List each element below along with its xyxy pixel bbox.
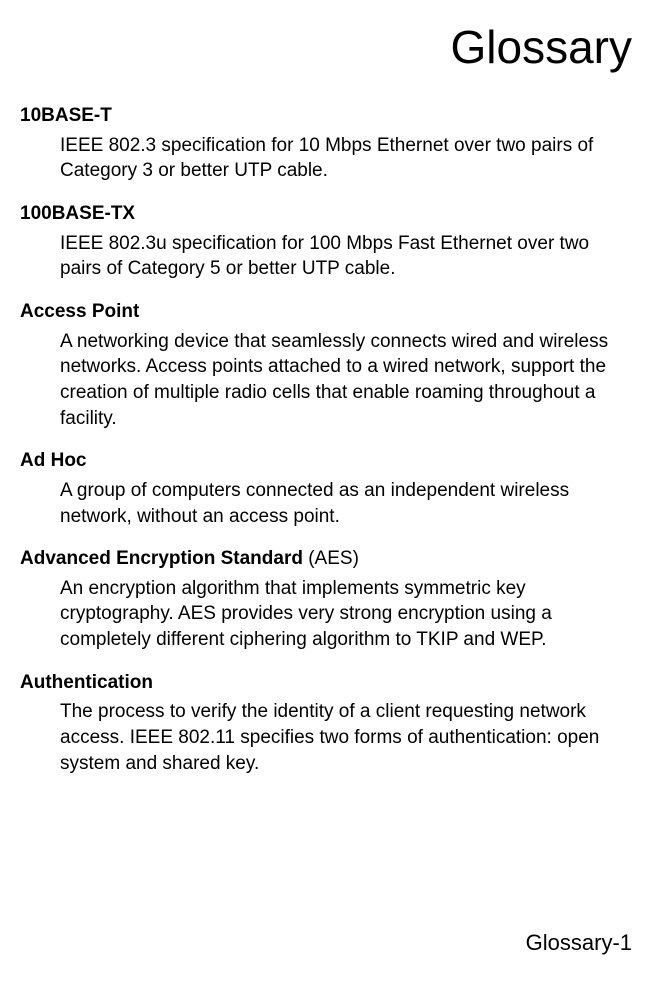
glossary-definition: The process to verify the identity of a … (60, 699, 634, 776)
glossary-term: Ad Hoc (20, 449, 634, 474)
term-text: Ad Hoc (20, 450, 87, 471)
glossary-term: Advanced Encryption Standard (AES) (20, 547, 634, 572)
glossary-definition: A networking device that seamlessly conn… (60, 329, 634, 432)
glossary-term: Authentication (20, 671, 634, 696)
page-number: Glossary-1 (526, 930, 632, 956)
glossary-term: Access Point (20, 300, 634, 325)
glossary-entry: Ad Hoc A group of computers connected as… (20, 449, 634, 529)
glossary-entry: 100BASE-TX IEEE 802.3u specification for… (20, 202, 634, 282)
glossary-definition: An encryption algorithm that implements … (60, 576, 634, 653)
glossary-page: Glossary 10BASE-T IEEE 802.3 specificati… (0, 0, 654, 982)
glossary-definition: A group of computers connected as an ind… (60, 478, 634, 529)
glossary-entry: Authentication The process to verify the… (20, 671, 634, 777)
glossary-definition: IEEE 802.3u specification for 100 Mbps F… (60, 231, 634, 282)
glossary-entry: Advanced Encryption Standard (AES) An en… (20, 547, 634, 653)
term-text: Advanced Encryption Standard (20, 548, 303, 569)
page-title: Glossary (20, 20, 634, 74)
glossary-definition: IEEE 802.3 specification for 10 Mbps Eth… (60, 133, 634, 184)
glossary-entry: 10BASE-T IEEE 802.3 specification for 10… (20, 104, 634, 184)
term-suffix: (AES) (303, 548, 359, 569)
glossary-entry: Access Point A networking device that se… (20, 300, 634, 431)
term-text: Authentication (20, 672, 153, 693)
term-text: 100BASE-TX (20, 203, 135, 224)
glossary-term: 10BASE-T (20, 104, 634, 129)
term-text: 10BASE-T (20, 105, 112, 126)
glossary-term: 100BASE-TX (20, 202, 634, 227)
term-text: Access Point (20, 301, 139, 322)
